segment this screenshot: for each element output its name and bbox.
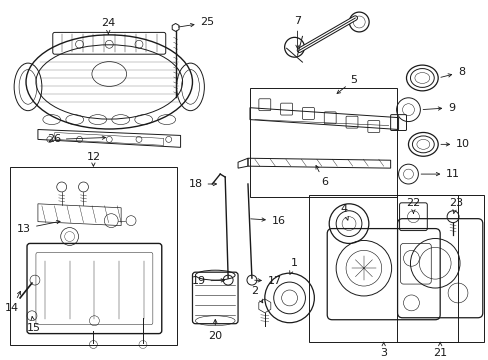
Text: 7: 7 xyxy=(293,15,301,49)
Bar xyxy=(309,195,457,342)
Text: 4: 4 xyxy=(340,204,347,220)
Text: 23: 23 xyxy=(448,198,462,213)
Text: 15: 15 xyxy=(27,317,41,333)
Text: 8: 8 xyxy=(440,67,464,77)
Text: 20: 20 xyxy=(208,319,222,341)
Text: 17: 17 xyxy=(254,276,282,286)
Bar xyxy=(249,88,396,197)
Text: 5: 5 xyxy=(336,75,357,94)
Text: 18: 18 xyxy=(188,179,216,189)
Bar xyxy=(10,167,176,346)
Text: 26: 26 xyxy=(47,134,105,144)
Text: 22: 22 xyxy=(406,198,420,213)
Text: 11: 11 xyxy=(420,169,459,179)
Bar xyxy=(396,195,483,342)
Text: 21: 21 xyxy=(432,342,447,359)
Text: 12: 12 xyxy=(86,152,100,166)
Text: 2: 2 xyxy=(251,286,262,303)
Text: 13: 13 xyxy=(17,220,60,234)
Text: 25: 25 xyxy=(178,18,214,27)
Text: 19: 19 xyxy=(191,276,224,286)
Text: 10: 10 xyxy=(440,139,469,149)
Text: 1: 1 xyxy=(289,258,297,274)
Text: 16: 16 xyxy=(250,216,285,226)
Text: 3: 3 xyxy=(380,342,386,359)
Text: 9: 9 xyxy=(422,103,454,113)
Text: 24: 24 xyxy=(101,18,115,34)
Text: 6: 6 xyxy=(315,166,327,187)
Text: 14: 14 xyxy=(5,291,20,313)
